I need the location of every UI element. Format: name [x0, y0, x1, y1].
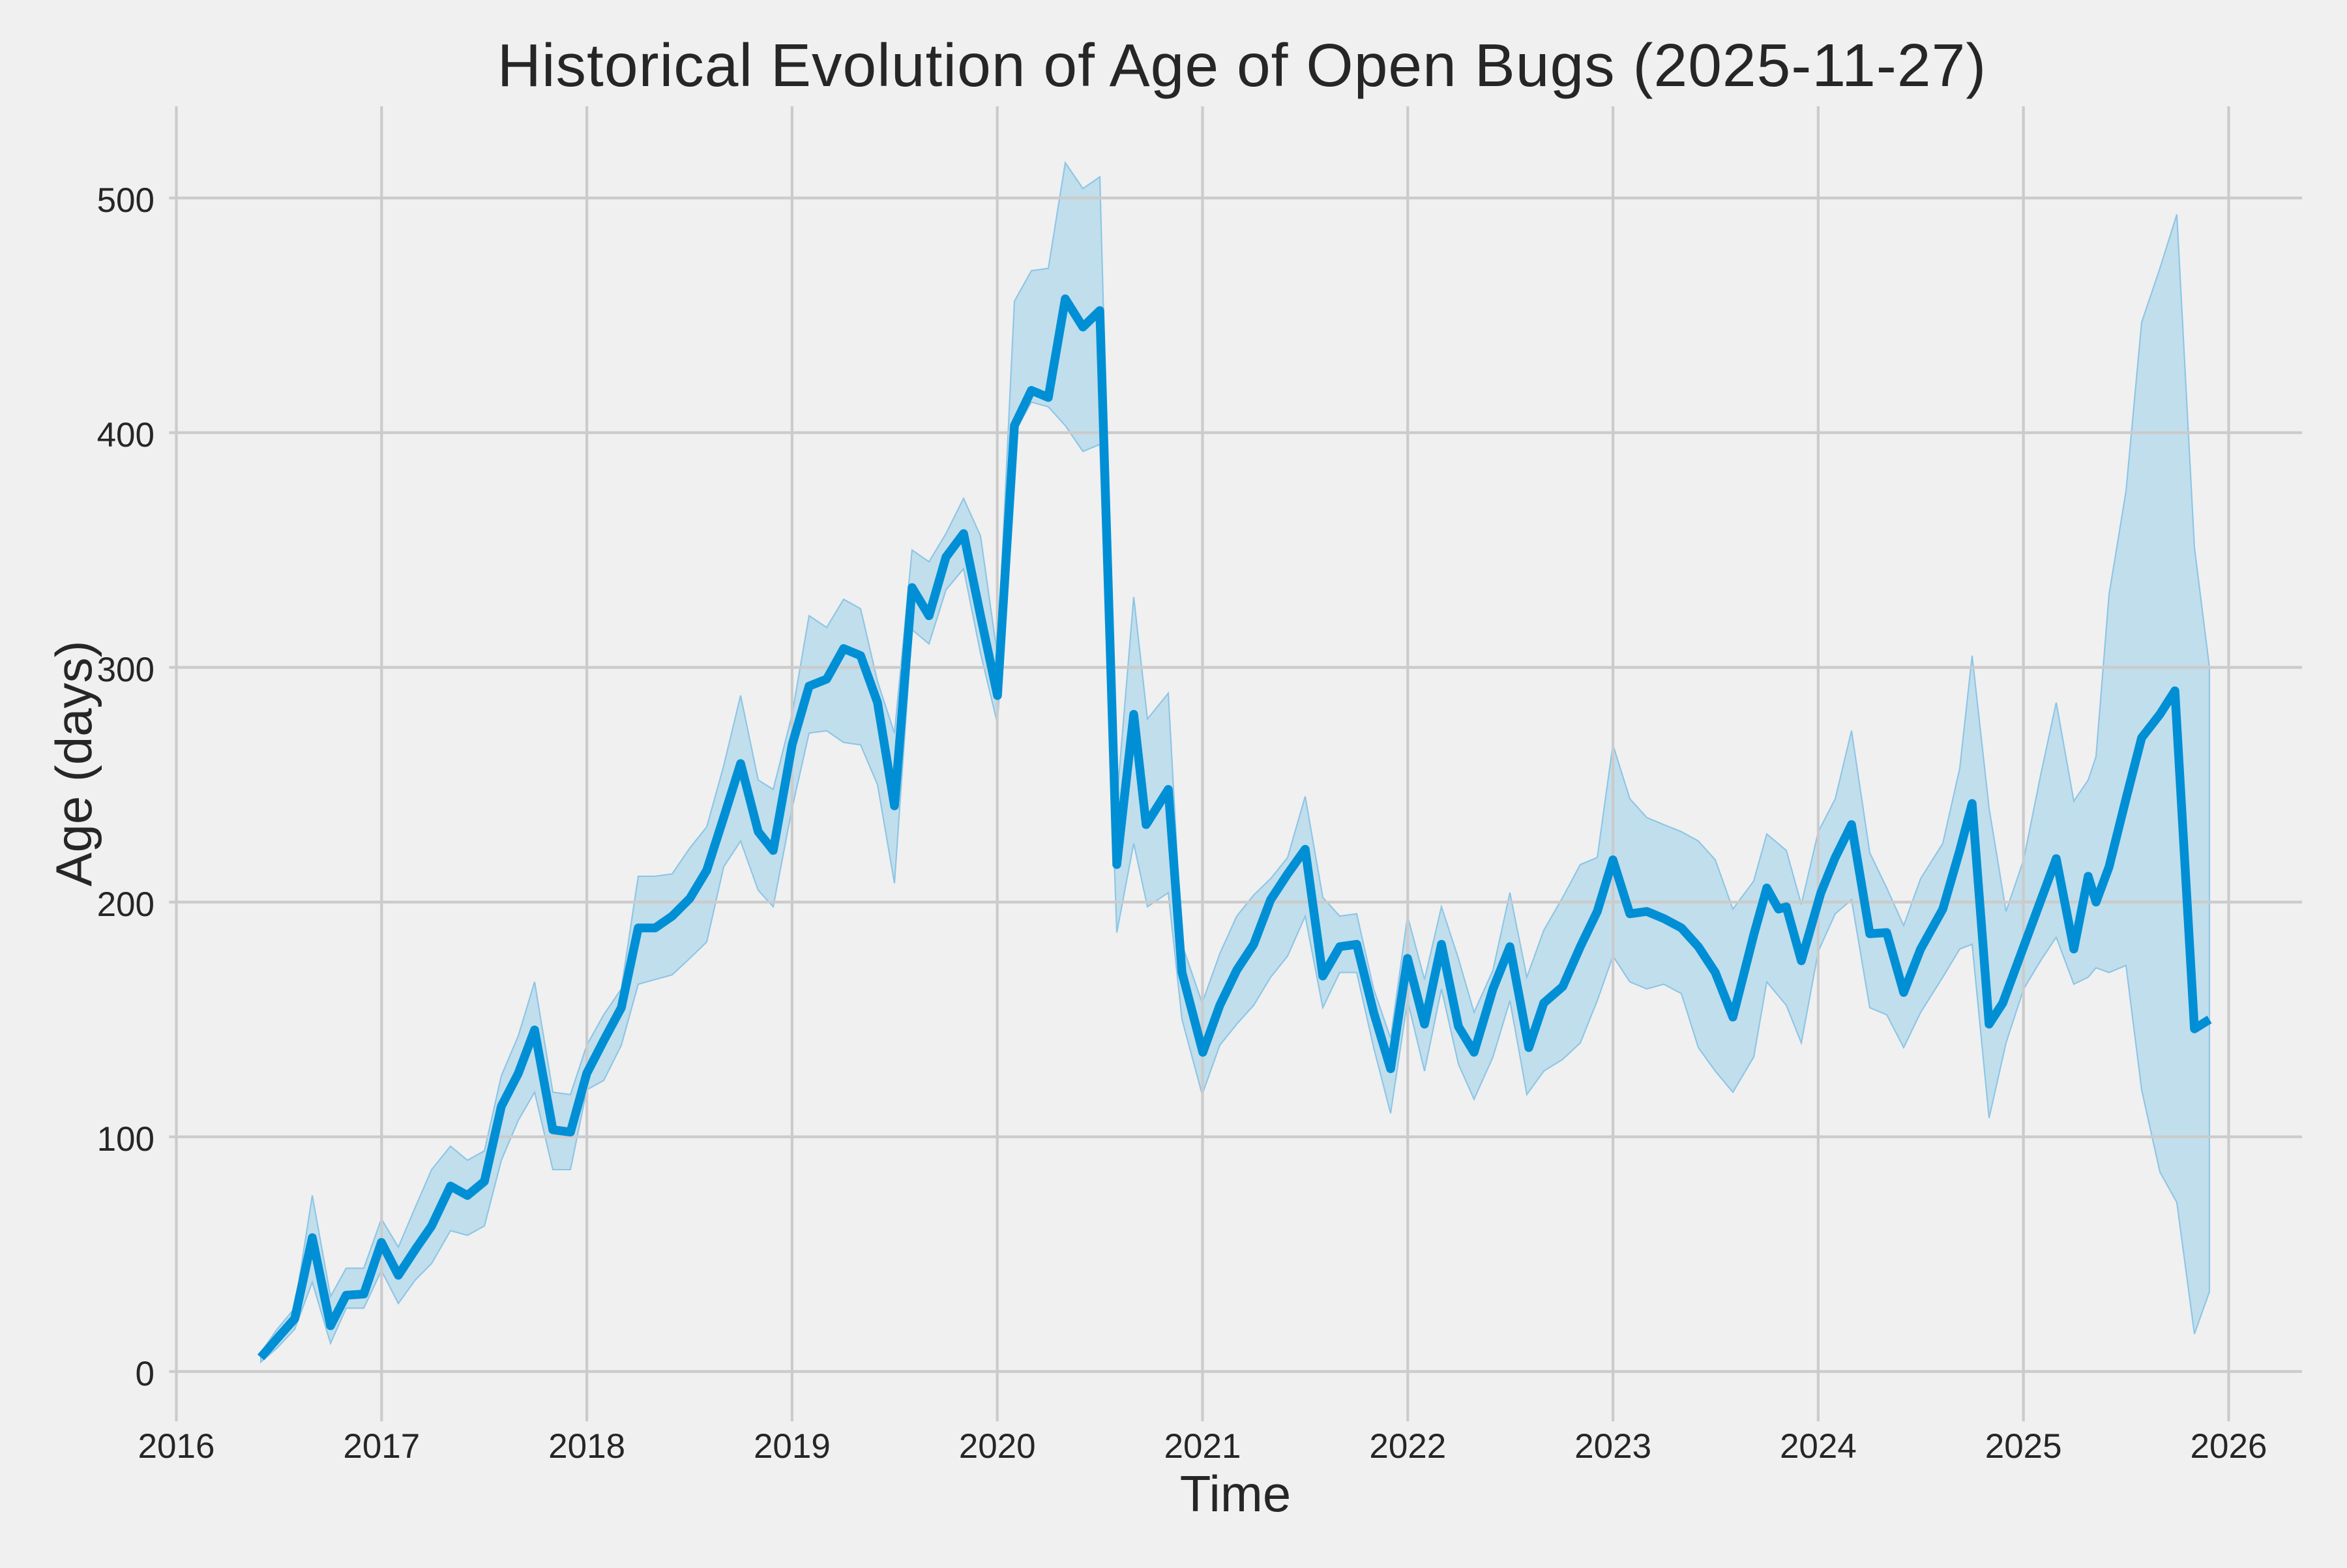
svg-text:2022: 2022	[1369, 1427, 1446, 1466]
svg-text:Time: Time	[1180, 1465, 1291, 1522]
svg-text:2026: 2026	[2191, 1427, 2267, 1466]
svg-text:100: 100	[97, 1120, 155, 1159]
svg-text:2023: 2023	[1574, 1427, 1651, 1466]
svg-text:2020: 2020	[959, 1427, 1036, 1466]
svg-text:2021: 2021	[1164, 1427, 1241, 1466]
svg-text:2019: 2019	[754, 1427, 831, 1466]
svg-text:400: 400	[97, 416, 155, 454]
svg-text:2025: 2025	[1985, 1427, 2062, 1466]
svg-text:Historical Evolution of Age of: Historical Evolution of Age of Open Bugs…	[497, 31, 1987, 99]
svg-text:2024: 2024	[1780, 1427, 1857, 1466]
svg-text:200: 200	[97, 885, 155, 924]
svg-text:2017: 2017	[343, 1427, 420, 1466]
svg-text:2016: 2016	[138, 1427, 215, 1466]
svg-text:2018: 2018	[548, 1427, 625, 1466]
svg-text:0: 0	[136, 1355, 155, 1393]
svg-text:300: 300	[97, 651, 155, 689]
svg-text:500: 500	[97, 181, 155, 220]
svg-text:Age (days): Age (days)	[45, 640, 102, 886]
